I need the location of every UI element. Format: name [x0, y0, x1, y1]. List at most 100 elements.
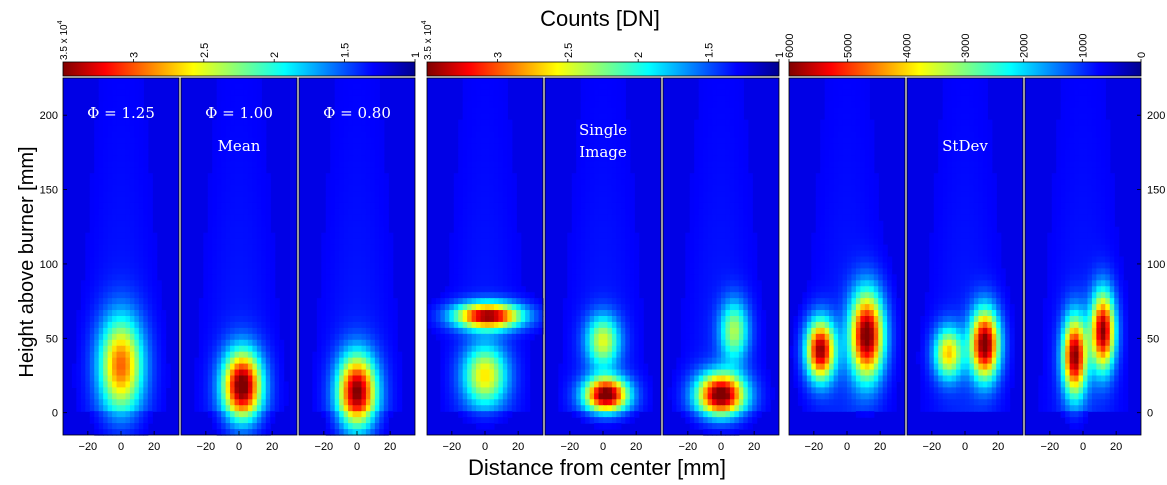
heatmap-cell	[134, 316, 140, 323]
heatmap-cell	[348, 381, 354, 388]
heatmap-cell	[388, 381, 394, 388]
heatmap-cell	[152, 310, 158, 317]
heatmap-cell	[103, 262, 109, 269]
heatmap-cell	[365, 280, 371, 287]
heatmap-cell	[261, 167, 267, 174]
heatmap-cell	[352, 125, 358, 133]
heatmap-cell	[239, 387, 245, 394]
heatmap-cell	[116, 89, 122, 97]
heatmap-cell	[143, 411, 149, 418]
heatmap-cell	[485, 113, 491, 121]
heatmap-cell	[694, 119, 700, 127]
heatmap-cell	[143, 292, 149, 299]
heatmap-cell	[203, 286, 209, 293]
heatmap-cell	[365, 244, 371, 252]
heatmap-cell	[607, 155, 613, 162]
heatmap-cell	[321, 262, 327, 269]
heatmap-cell	[489, 351, 495, 359]
heatmap-cell	[471, 185, 477, 192]
heatmap-cell	[225, 119, 231, 127]
heatmap-cell	[89, 232, 95, 240]
heatmap-cell	[585, 107, 591, 115]
heatmap-cell	[516, 274, 522, 281]
heatmap-cell	[607, 202, 613, 210]
heatmap-cell	[607, 327, 613, 335]
heatmap-cell	[712, 149, 718, 156]
heatmap-cell	[374, 280, 380, 287]
heatmap-cell	[221, 304, 227, 311]
heatmap-cell	[103, 417, 109, 424]
heatmap-cell	[738, 113, 744, 121]
heatmap-cell	[576, 351, 582, 359]
heatmap-cell	[498, 316, 504, 323]
heatmap-cell	[334, 304, 340, 311]
heatmap-cell	[357, 351, 363, 359]
heatmap-cell	[274, 304, 280, 311]
heatmap-cell	[265, 363, 271, 371]
heatmap-cell	[256, 321, 262, 329]
heatmap-cell	[256, 155, 262, 162]
heatmap-cell	[198, 321, 204, 329]
heatmap-cell	[352, 173, 358, 180]
heatmap-cell	[261, 429, 267, 436]
heatmap-cell	[107, 268, 113, 275]
heatmap-cell	[698, 208, 704, 216]
heatmap-cell	[143, 310, 149, 317]
heatmap-cell	[616, 119, 622, 127]
heatmap-cell	[121, 321, 127, 329]
heatmap-cell	[471, 321, 477, 329]
heatmap-cell	[480, 191, 486, 198]
heatmap-cell	[598, 363, 604, 371]
heatmap-cell	[256, 333, 262, 341]
heatmap-cell	[252, 381, 258, 388]
heatmap-cell	[203, 375, 209, 383]
heatmap-cell	[747, 208, 753, 216]
heatmap-cell	[230, 316, 236, 323]
heatmap-cell	[252, 131, 258, 139]
heatmap-cell	[379, 262, 385, 269]
heatmap-cell	[116, 375, 122, 383]
heatmap-cell	[365, 423, 371, 430]
heatmap-cell	[694, 226, 700, 234]
heatmap-cell	[221, 167, 227, 174]
heatmap-cell	[103, 125, 109, 133]
heatmap-cell	[247, 339, 253, 347]
heatmap-cell	[449, 375, 455, 383]
heatmap-cell	[620, 119, 626, 127]
heatmap-cell	[603, 381, 609, 388]
heatmap-cell	[374, 304, 380, 311]
heatmap-cell	[234, 113, 240, 121]
heatmap-cell	[485, 268, 491, 275]
heatmap-cell	[230, 423, 236, 430]
heatmap-cell	[576, 405, 582, 412]
heatmap-cell	[589, 381, 595, 388]
heatmap-cell	[388, 405, 394, 412]
heatmap-cell	[270, 310, 276, 317]
heatmap-cell	[279, 381, 285, 388]
heatmap-cell	[316, 387, 322, 394]
heatmap-cell	[343, 173, 349, 180]
heatmap-cell	[325, 280, 331, 287]
heatmap-cell	[261, 161, 267, 168]
heatmap-cell	[252, 393, 258, 400]
heatmap-cell	[357, 387, 363, 394]
heatmap-cell	[392, 387, 398, 394]
heatmap-cell	[348, 268, 354, 275]
heatmap-cell	[112, 274, 118, 281]
heatmap-cell	[738, 173, 744, 180]
heatmap-cell	[498, 304, 504, 311]
heatmap-cell	[388, 327, 394, 335]
heatmap-cell	[352, 333, 358, 341]
heatmap-cell	[330, 185, 336, 192]
heatmap-cell	[489, 244, 495, 252]
heatmap-cell	[620, 369, 626, 377]
heatmap-cell	[365, 417, 371, 424]
heatmap-cell	[85, 327, 91, 335]
colorbar-tick-label: 1	[774, 52, 786, 58]
heatmap-cell	[230, 250, 236, 258]
heatmap-cell	[449, 363, 455, 371]
heatmap-cell	[498, 345, 504, 353]
heatmap-cell	[98, 321, 104, 329]
heatmap-cell	[165, 381, 171, 388]
heatmap-cell	[89, 339, 95, 347]
